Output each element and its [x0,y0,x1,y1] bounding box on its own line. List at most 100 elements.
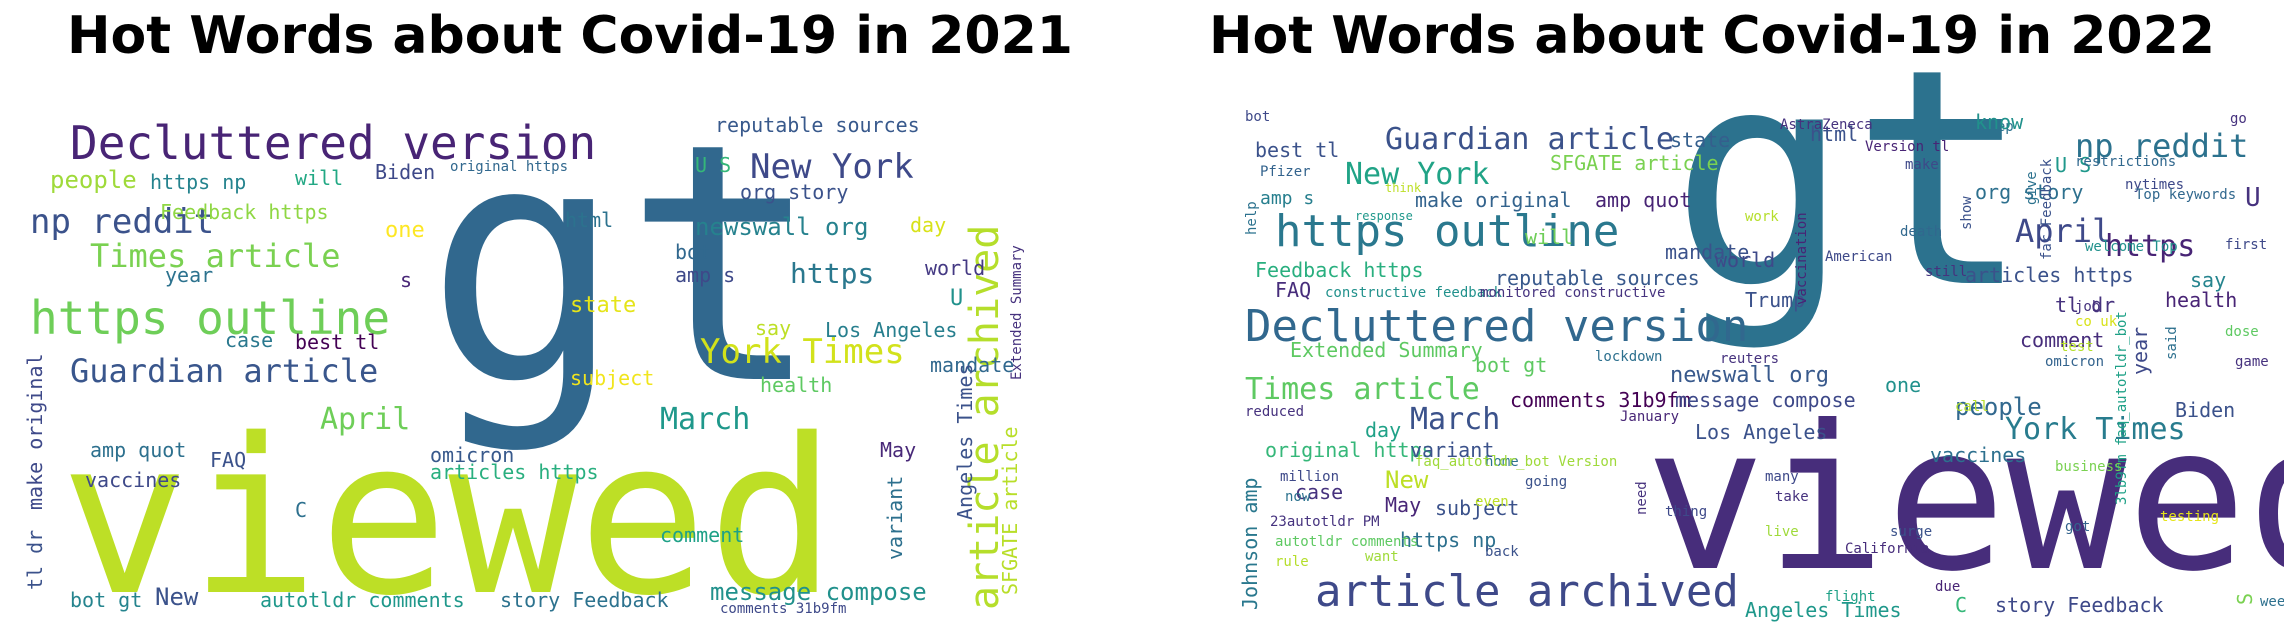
cloud-word: FAQ [1275,278,1312,302]
cloud-word: show [1959,196,1975,230]
cloud-word: year [2128,326,2152,375]
cloud-word: people [1955,393,2042,421]
cloud-word: omicron [2045,354,2105,370]
cloud-word: autotldr comments [1275,534,1419,550]
cloud-word: case [225,328,274,352]
cloud-word: back [1485,544,1519,560]
cloud-word: live [1765,524,1799,540]
cloud-word: due [1935,579,1961,595]
cloud-word: Extended Summary [1009,245,1025,380]
cloud-word: make original [1415,188,1572,212]
cloud-word: bot [675,240,712,264]
cloud-word: even [1475,494,1509,510]
cloud-word: https outline [1275,206,1620,257]
cloud-word: Trump [1745,288,1806,312]
cloud-word: 23autotldr PM [1270,514,1380,530]
cloud-word: SFGATE article [1550,151,1719,175]
cloud-word: amp s [675,263,736,287]
cloud-word: flight [1825,589,1876,605]
cloud-word: newswall org [1670,363,1829,388]
cloud-word: comment [2020,328,2105,352]
cloud-word: world [925,256,986,280]
cloud-word: autotldr comments [260,588,465,612]
cloud-word: articles https [430,460,599,484]
cloud-word: need [1634,481,1650,515]
panel-title: Hot Words about Covid-19 in 2021 [67,6,1073,66]
cloud-word: make original [23,353,47,510]
cloud-word: Extended Summary [1290,338,1483,362]
cloud-word: May [1385,493,1422,517]
cloud-word: comments 31b9fm [720,601,847,617]
cloud-word: article archived [1315,566,1739,617]
cloud-word: co uk [2075,314,2118,330]
cloud-word: comments 31b9fm [1510,388,1691,412]
cloud-word: home [1485,454,1519,470]
cloud-word: mandate [1665,240,1750,264]
cloud-word: reuters [1720,351,1780,367]
cloud-word: keep [1980,119,2014,135]
cloud-word: U S [2055,153,2092,177]
cloud-word: original https [450,159,569,175]
cloud-word: Decluttered version [70,116,597,170]
cloud-word: articles https [1965,263,2134,287]
cloud-word: viewed [1645,383,2284,616]
cloud-word: https outline [30,291,391,345]
cloud-word: Guardian article [1385,122,1674,157]
cloud-word: New [1385,466,1429,494]
cloud-word: message compose [710,578,927,606]
cloud-word: April [320,402,411,437]
cloud-word: welcome Top [2085,239,2178,255]
cloud-word: amp quot [90,438,187,462]
cloud-word: January [1620,409,1680,425]
cloud-word: Angeles Times [1745,598,1902,622]
cloud-word: said [2164,326,2180,360]
cloud-word: Johnson amp [1238,477,1262,610]
cloud-word: business [2055,459,2123,475]
cloud-word: reputable sources [1495,266,1700,290]
cloud-word: story Feedback [500,588,669,612]
cloud-word: newswall org [695,213,869,241]
cloud-word: dose [2225,324,2259,340]
cloud-word: year [165,263,214,287]
cloud-word: case [1295,480,1344,504]
cloud-word: restrictions [2075,154,2177,170]
cloud-word: reputable sources [715,113,920,137]
cloud-word: day [1365,418,1402,442]
cloud-word: Los Angeles [825,318,958,342]
cloud-word: story Feedback [1995,593,2164,617]
cloud-word: bot [1245,109,1271,125]
cloud-word: variant [1410,438,1495,462]
cloud-word: faq_autotldr_bot Version [1415,454,1618,470]
cloud-word: Times article [90,237,341,275]
cloud-word: week [2260,594,2284,610]
cloud-word: bot gt [70,588,143,612]
cloud-word: Guardian article [70,352,379,390]
cloud-word: one [385,218,425,243]
cloud-word: test [2060,339,2094,355]
cloud-word: New York [1345,157,1490,192]
panel-title: Hot Words about Covid-19 in 2022 [1209,6,2215,66]
cloud-word: far Feedback [2039,158,2055,260]
cloud-word: California [1845,541,1930,557]
cloud-word: org story [1975,180,2084,204]
cloud-word: mandate [930,353,1015,377]
cloud-word: https np [150,170,247,194]
cloud-word: York Times [700,332,905,372]
cloud-word: now [1285,489,1311,505]
cloud-word: give [2024,171,2040,205]
cloud-word: original https [1265,438,1434,462]
cloud-word: state [1670,128,1731,152]
cloud-word: lockdown [1595,349,1663,365]
cloud-word: people [50,166,137,194]
cloud-word: gt [425,73,823,457]
cloud-word: Biden [375,160,436,184]
cloud-word: FAQ [210,448,247,472]
cloud-word: variant [883,475,907,560]
cloud-word: health [760,373,833,397]
cloud-word: message compose [1675,388,1856,412]
cloud-word: day [910,213,947,237]
cloud-word: AstraZeneca [1780,117,1873,133]
cloud-word: omicron [430,443,515,467]
